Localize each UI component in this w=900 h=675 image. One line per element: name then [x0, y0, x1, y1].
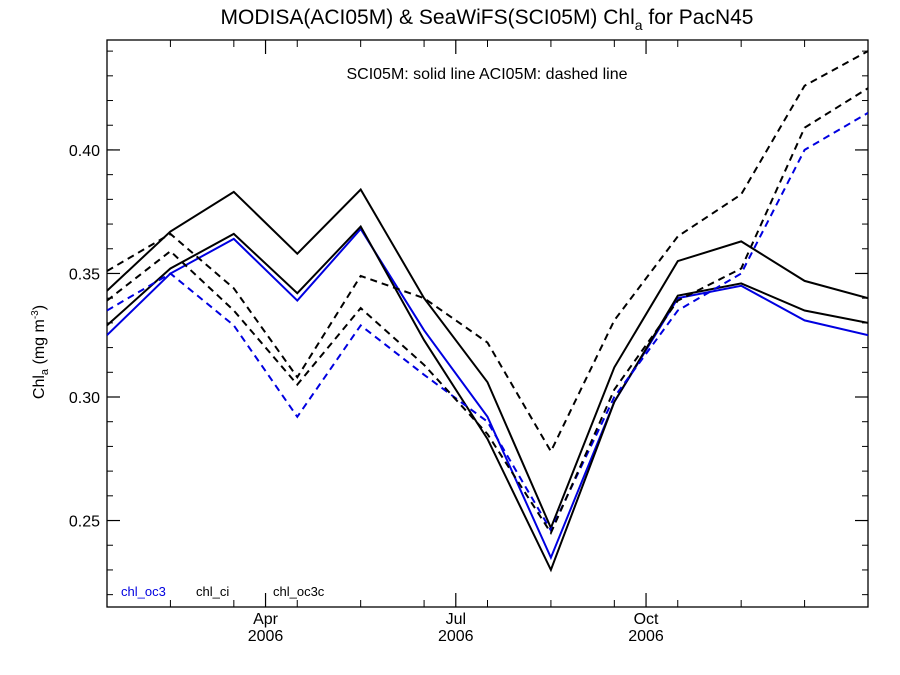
y-axis-label-subscript: a	[39, 368, 51, 375]
y-axis-label-exponent: -3	[30, 310, 41, 319]
series-line-chl-oc3c-solid	[107, 224, 868, 573]
y-axis-label-main: Chl	[31, 375, 48, 399]
chart-title-tail: for PacN45	[643, 6, 754, 29]
series-line-chl-ci-solid	[107, 187, 868, 531]
chart-title-subscript: a	[635, 17, 643, 33]
x-tick-label-month: Apr	[253, 611, 279, 628]
legend-item-chl-ci: chl_ci	[196, 584, 229, 599]
y-tick-label: 0.30	[69, 390, 100, 407]
x-tick-label-year: 2006	[628, 628, 664, 645]
x-tick-label-month: Jul	[446, 611, 466, 628]
plot-frame	[106, 39, 869, 608]
y-tick-label: 0.35	[69, 266, 100, 283]
legend: chl_oc3 chl_ci chl_oc3c	[121, 584, 325, 599]
chart-title: MODISA(ACI05M) & SeaWiFS(SCI05M) Chla fo…	[221, 6, 754, 33]
y-axis-label-unit: (mg m	[31, 319, 48, 369]
x-tick-label-year: 2006	[248, 628, 284, 645]
legend-item-chl-oc3c: chl_oc3c	[273, 584, 325, 599]
x-tick-label-month: Oct	[634, 611, 659, 628]
series-line-chl-oc3-dashed	[107, 112, 868, 533]
y-tick-label: 0.40	[69, 143, 100, 160]
y-axis-label-close: )	[31, 305, 48, 310]
y-tick-label: 0.25	[69, 514, 100, 531]
x-tick-label-year: 2006	[438, 628, 474, 645]
legend-item-chl-oc3: chl_oc3	[121, 584, 166, 599]
series-line-chl-oc3c-dashed	[107, 87, 868, 536]
line-style-annotation: SCI05M: solid line ACI05M: dashed line	[346, 66, 627, 83]
y-axis-label: Chla (mg m-3)	[30, 305, 51, 399]
series-line-chl-ci-dashed	[107, 50, 868, 454]
series-line-chl-oc3-solid	[107, 227, 868, 561]
chart-title-main: MODISA(ACI05M) & SeaWiFS(SCI05M) Chl	[221, 6, 635, 29]
